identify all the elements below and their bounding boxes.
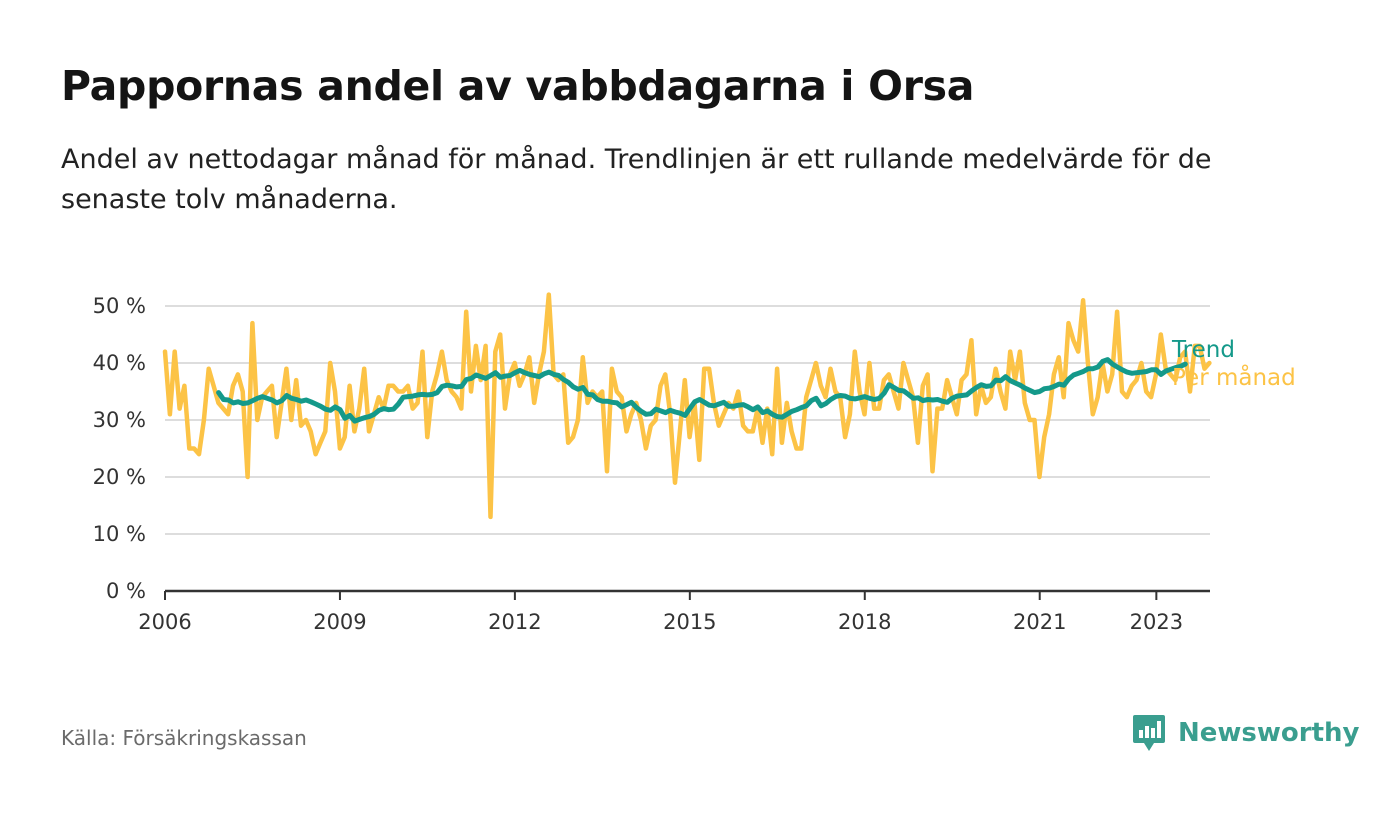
y-tick-label: 50 % [93,294,146,318]
brand-name: Newsworthy [1178,718,1360,748]
chart-subtitle: Andel av nettodagar månad för månad. Tre… [61,144,1212,215]
x-axis-ticks: 2006 2009 2012 2015 2018 2021 2023 [138,591,1183,634]
x-tick-label: 2015 [663,610,716,634]
x-tick-label: 2012 [488,610,541,634]
y-tick-label: 0 % [106,579,146,603]
series-line-trend [216,357,1188,424]
x-tick-label: 2009 [313,610,366,634]
y-axis-ticks: 0 % 10 % 20 % 30 % 40 % 50 % [93,294,146,603]
x-tick-label: 2018 [838,610,891,634]
y-tick-label: 30 % [93,408,146,432]
y-tick-label: 20 % [93,465,146,489]
newsworthy-logo-icon [1133,715,1165,751]
x-tick-label: 2021 [1013,610,1066,634]
chart-title: Pappornas andel av vabbdagarna i Orsa [61,62,975,110]
gridlines [165,305,1210,593]
x-tick-label: 2006 [138,610,191,634]
y-tick-label: 10 % [93,522,146,546]
brand-logo: Newsworthy [1132,712,1359,754]
x-tick-label: 2023 [1130,610,1183,634]
line-chart: 0 % 10 % 20 % 30 % 40 % 50 % 2006 2009 2012 2015… [93,292,1296,634]
y-tick-label: 40 % [93,351,146,375]
series-label-trend: Trend [1171,337,1235,363]
series-label-per-manad: Per månad [1172,363,1296,391]
source-note: Källa: Försäkringskassan [61,726,307,750]
